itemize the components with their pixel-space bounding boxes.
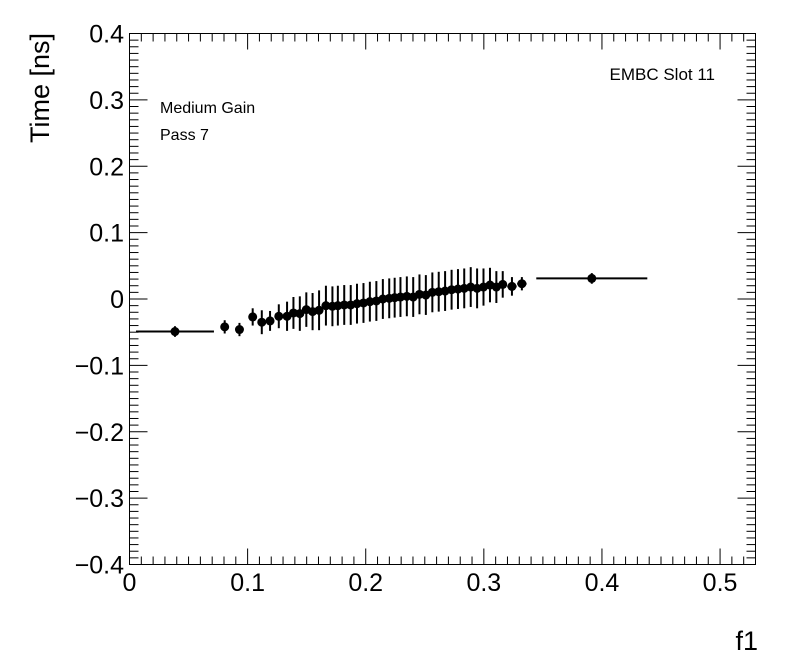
point-marker [339, 300, 349, 310]
x-tick-labels: 0 0.1 0.2 0.3 0.4 0.5 [123, 569, 738, 597]
x-tick-label: 0.3 [466, 569, 501, 597]
data-point [248, 308, 258, 326]
x-tick-label: 0 [123, 569, 137, 597]
data-point [265, 310, 275, 331]
x-tick-label: 0.1 [230, 569, 265, 597]
data-point [339, 285, 349, 325]
point-marker [352, 299, 362, 309]
data-point [314, 290, 324, 331]
data-point [234, 322, 244, 337]
point-marker [257, 317, 267, 327]
gain-annotation: Medium Gain [160, 100, 255, 117]
point-marker [321, 301, 331, 311]
point-marker [517, 279, 527, 289]
x-tick-label: 0.5 [703, 569, 738, 597]
data-point [274, 304, 284, 329]
data-point [257, 310, 267, 335]
point-marker [248, 312, 258, 322]
axis-ticks [129, 33, 756, 565]
y-tick-label: 0.4 [89, 21, 124, 49]
y-tick-label: 0 [110, 286, 124, 314]
y-axis-title: Time [ns] [25, 33, 55, 143]
point-marker [587, 273, 597, 283]
y-tick-label: 0.2 [89, 153, 124, 181]
x-tick-label: 0.2 [348, 569, 383, 597]
y-tick-labels: −0.4 −0.3 −0.2 −0.1 0 0.1 0.2 0.3 0.4 [75, 21, 124, 580]
point-marker [220, 322, 230, 332]
y-tick-label: −0.2 [75, 419, 124, 447]
data-point [365, 281, 375, 322]
y-tick-label: 0.3 [89, 87, 124, 115]
data-point [498, 271, 508, 298]
data-point [220, 320, 230, 334]
point-marker [170, 327, 180, 337]
data-point [135, 326, 214, 337]
slot-annotation: EMBC Slot 11 [609, 65, 715, 84]
point-marker [314, 305, 324, 315]
x-tick-label: 0.4 [585, 569, 620, 597]
point-marker [498, 279, 508, 289]
data-point [295, 296, 305, 331]
point-marker [295, 309, 305, 319]
point-marker [274, 311, 284, 321]
data-point [536, 273, 648, 284]
y-tick-label: 0.1 [89, 220, 124, 248]
point-marker [507, 281, 517, 291]
pass-annotation: Pass 7 [160, 127, 209, 144]
y-tick-label: −0.3 [75, 485, 124, 513]
data-point [507, 277, 517, 296]
point-marker [234, 325, 244, 335]
data-point [282, 301, 292, 331]
y-tick-label: −0.4 [75, 552, 124, 580]
x-axis-title: f1 [735, 626, 758, 656]
data-points [135, 267, 648, 337]
point-marker [265, 316, 275, 326]
y-tick-label: −0.1 [75, 352, 124, 380]
point-marker [365, 297, 375, 307]
data-point [517, 277, 527, 291]
